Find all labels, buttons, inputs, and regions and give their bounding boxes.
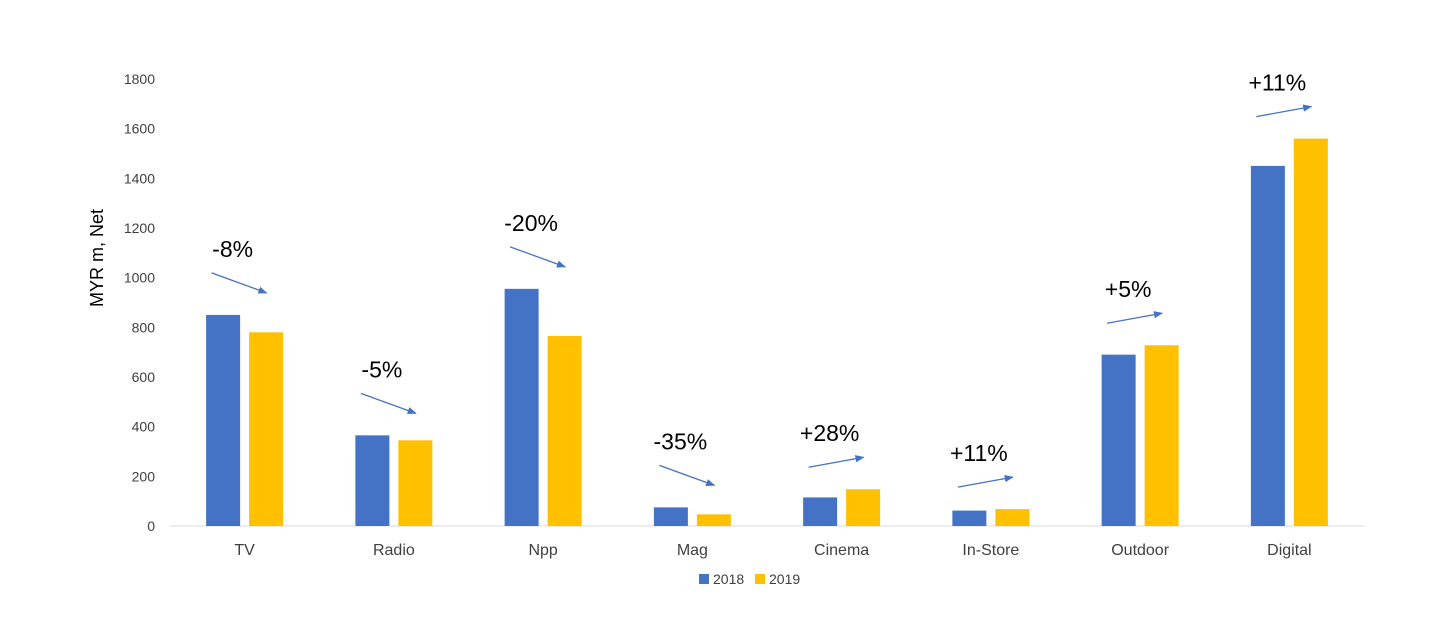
y-tick-label: 800 bbox=[132, 319, 156, 335]
bar-2018-radio bbox=[355, 435, 390, 526]
legend-label: 2018 bbox=[713, 571, 744, 587]
change-label: +11% bbox=[1248, 70, 1306, 96]
change-annotations: -8% -5% -20% -35% +28% +11% +5% +11% bbox=[211, 70, 1313, 488]
change-label: -20% bbox=[504, 210, 558, 236]
change-arrow bbox=[957, 474, 1014, 488]
y-tick-label: 1600 bbox=[124, 121, 155, 137]
bar-2019-radio bbox=[398, 440, 433, 526]
bar-2019-in-store bbox=[995, 509, 1030, 526]
x-tick-label: Outdoor bbox=[1111, 542, 1169, 559]
change-label: +5% bbox=[1105, 276, 1152, 302]
y-tick-label: 1000 bbox=[124, 270, 155, 286]
x-axis-labels: TV Radio Npp Mag Cinema In-Store Outdoor Digita… bbox=[234, 542, 1311, 559]
bar-2019-outdoor bbox=[1144, 345, 1179, 526]
y-tick-label: 200 bbox=[132, 468, 156, 484]
x-tick-label: TV bbox=[234, 542, 255, 559]
bar-2019-digital bbox=[1293, 138, 1328, 526]
change-arrow bbox=[360, 392, 417, 414]
bars bbox=[206, 138, 1328, 526]
y-tick-label: 1200 bbox=[124, 220, 155, 236]
y-axis-title: MYR m, Net bbox=[87, 209, 107, 307]
bar-2018-npp bbox=[504, 288, 539, 526]
bar-2019-cinema bbox=[846, 489, 881, 526]
change-label: -35% bbox=[654, 428, 708, 454]
change-arrow bbox=[509, 246, 566, 268]
change-label: -5% bbox=[361, 356, 402, 382]
bar-2018-outdoor bbox=[1101, 354, 1136, 526]
change-arrow bbox=[659, 464, 716, 486]
x-tick-label: Cinema bbox=[814, 542, 869, 559]
y-tick-label: 1400 bbox=[124, 170, 155, 186]
bar-2018-in-store bbox=[952, 510, 987, 526]
change-arrow bbox=[1107, 311, 1164, 324]
x-tick-label: Radio bbox=[373, 542, 415, 559]
legend-label: 2019 bbox=[769, 571, 800, 587]
bar-2019-mag bbox=[696, 514, 731, 526]
bar-2019-tv bbox=[249, 332, 284, 526]
y-tick-label: 400 bbox=[132, 419, 156, 435]
x-tick-label: Mag bbox=[677, 542, 708, 559]
y-tick-label: 0 bbox=[147, 518, 155, 534]
change-arrow bbox=[808, 455, 865, 468]
change-arrow bbox=[211, 272, 268, 294]
legend: 2018 2019 bbox=[699, 571, 800, 587]
bar-2018-tv bbox=[206, 314, 241, 526]
y-tick-label: 1800 bbox=[124, 71, 155, 87]
y-tick-label: 600 bbox=[132, 369, 156, 385]
change-label: +28% bbox=[800, 420, 859, 446]
y-axis: 0 200 400 600 800 1000 1200 1400 1600 1800 bbox=[124, 71, 155, 534]
legend-swatch-2018 bbox=[699, 574, 709, 584]
legend-swatch-2019 bbox=[755, 574, 765, 584]
bar-2018-mag bbox=[653, 507, 688, 526]
change-arrow bbox=[1256, 104, 1313, 118]
bar-2019-npp bbox=[547, 336, 582, 526]
bar-2018-cinema bbox=[803, 497, 838, 526]
x-tick-label: In-Store bbox=[962, 542, 1019, 559]
change-label: -8% bbox=[212, 236, 253, 262]
x-tick-label: Digital bbox=[1267, 542, 1311, 559]
change-label: +11% bbox=[950, 440, 1008, 466]
bar-2018-digital bbox=[1250, 165, 1285, 526]
x-tick-label: Npp bbox=[528, 542, 557, 559]
